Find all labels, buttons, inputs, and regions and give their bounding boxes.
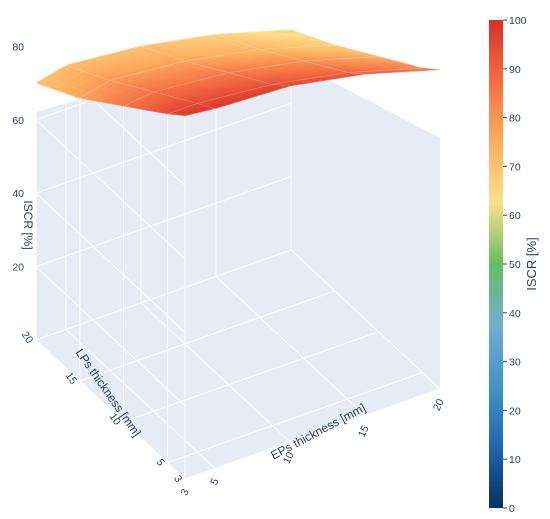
grid-lines — [35, 0, 441, 480]
grid-line — [65, 329, 216, 469]
grid-line — [184, 388, 441, 480]
colorbar-title: ISCR [%] — [524, 237, 539, 290]
surface-mesh-line — [35, 29, 292, 84]
z-tick-label: 20 — [12, 262, 24, 274]
surface-mesh-line — [65, 64, 216, 110]
colorbar-tick-label: 100 — [509, 15, 527, 27]
colorbar-tick-label: 10 — [509, 454, 521, 466]
grid-line — [35, 0, 169, 47]
colorbar-tick-label: 0 — [509, 503, 515, 515]
surface-mesh-line — [167, 67, 423, 115]
z-tick-label: 60 — [12, 115, 24, 127]
x-tick-label: 3 — [178, 487, 191, 498]
surface-mesh-line — [290, 29, 441, 71]
colorbar-tick-label: 90 — [509, 64, 521, 76]
y-tick-label: 5 — [154, 457, 167, 469]
x-axis-ticks: 3 5 10 15 20 — [178, 397, 446, 498]
colorbar — [489, 20, 503, 508]
colorbar-tick-label: 80 — [509, 113, 521, 125]
colorbar-tick-label: 50 — [509, 259, 521, 271]
surface-mesh-line — [35, 82, 186, 117]
grid-line — [35, 192, 186, 333]
grid-line — [35, 266, 186, 406]
colorbar-tick-label: 70 — [509, 161, 521, 173]
surface-mesh-line — [123, 56, 379, 107]
surface-mesh-line — [79, 44, 335, 99]
colorbar-ticks: 0 10 20 30 40 50 60 70 80 90 100 — [503, 15, 527, 515]
colorbar-tick-label: 60 — [509, 210, 521, 222]
grid-line — [79, 290, 335, 382]
colorbar-tick-label: 20 — [509, 405, 521, 417]
back-wall-right — [264, 46, 440, 389]
x-tick-label: 20 — [431, 397, 447, 413]
x-tick-label: 15 — [356, 424, 372, 440]
colorbar-tick-label: 30 — [509, 357, 521, 369]
grid-line — [215, 276, 366, 416]
grid-line — [35, 339, 186, 480]
z-tick-label: 40 — [12, 188, 24, 200]
z-axis-ticks: 20406080100 — [12, 41, 24, 274]
surface-mesh-line — [215, 33, 366, 75]
grid-line — [35, 176, 292, 268]
colorbar-tick-label: 40 — [509, 308, 521, 320]
x-tick-label: 10 — [281, 450, 297, 466]
surface-mesh-line — [140, 45, 291, 87]
y-tick-label: 3 — [171, 473, 184, 485]
grid-line — [167, 372, 423, 464]
grid-line — [123, 331, 379, 423]
iscr-surface — [35, 29, 441, 117]
surface-mesh-line — [184, 69, 441, 117]
y-tick-label: 20 — [19, 329, 36, 346]
grid-line — [35, 249, 292, 341]
grid-line — [290, 249, 441, 390]
z-tick-label: 80 — [12, 41, 24, 53]
back-wall-left — [36, 46, 264, 340]
grid-line — [35, 102, 292, 194]
surface-cell — [280, 29, 298, 33]
grid-line — [35, 119, 186, 260]
grid-line — [140, 302, 291, 443]
z-axis-title: ISCR [%] — [21, 200, 35, 249]
x-tick-label: 5 — [208, 476, 221, 487]
